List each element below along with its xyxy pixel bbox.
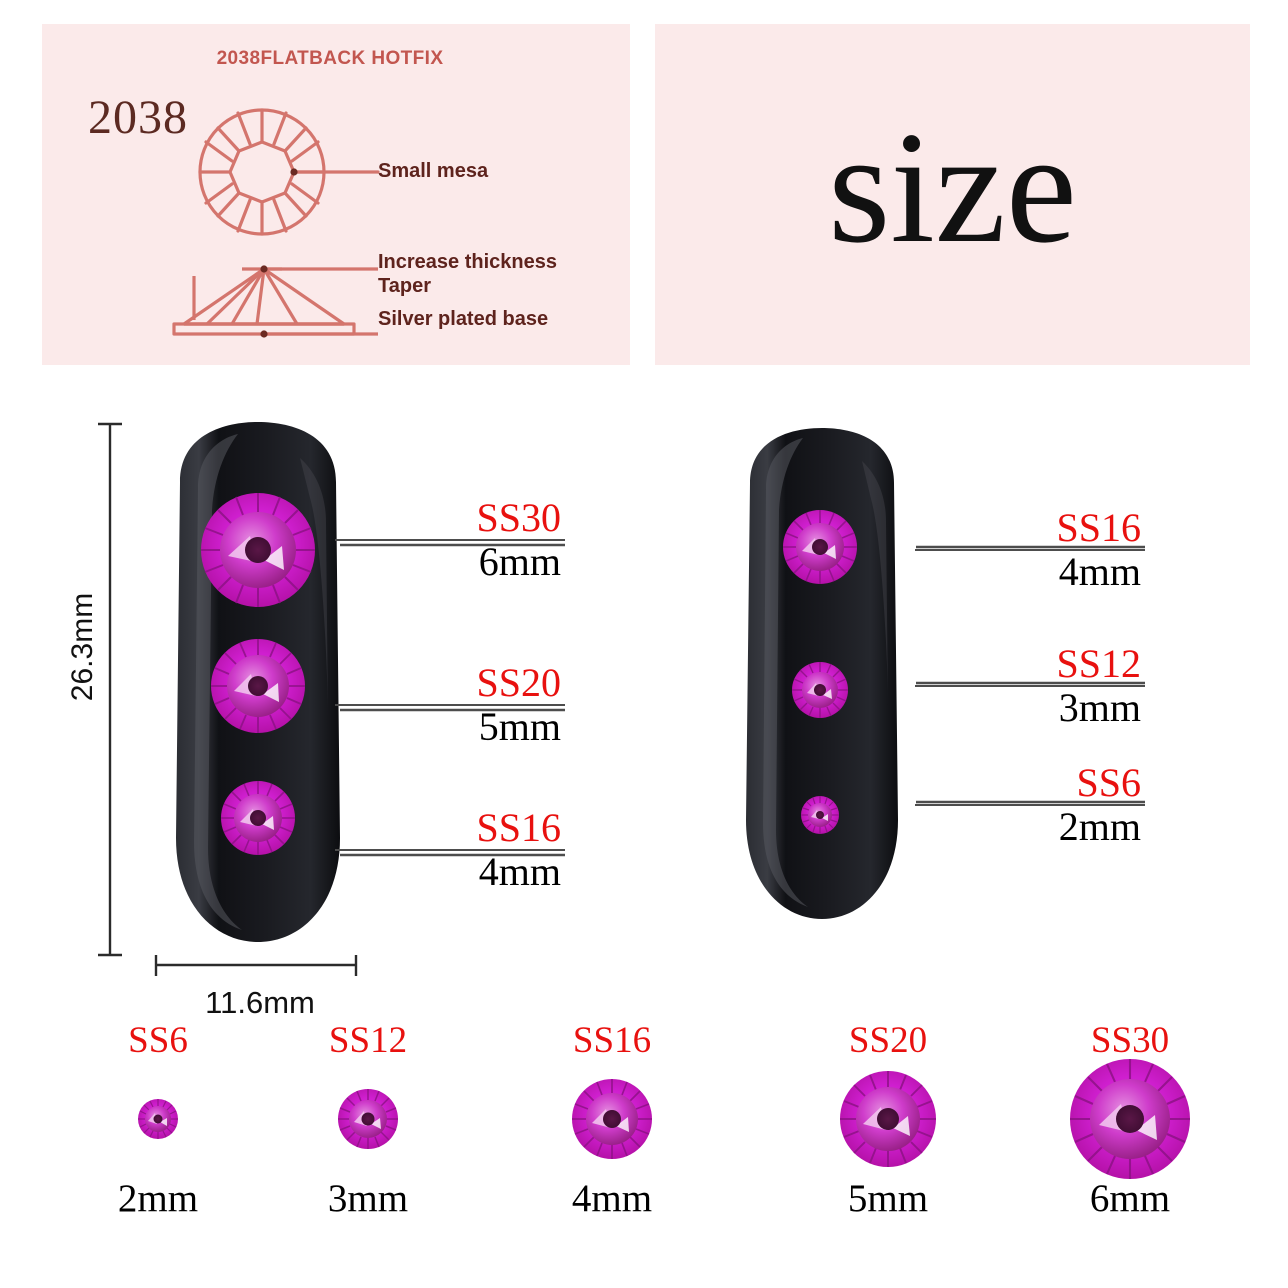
swatch-ss20: SS20 5mm — [798, 1022, 978, 1218]
gem-ss20-icon — [840, 1071, 936, 1167]
label-rule — [915, 685, 1145, 687]
size-label-ss16: SS16 4mm — [335, 808, 565, 893]
stone-taper-inner-lines — [192, 267, 299, 326]
swatch-ss-code: SS20 — [848, 1020, 928, 1061]
swatch-ss6: SS6 2mm — [68, 1022, 248, 1218]
nail-left-leader-lines — [340, 543, 565, 857]
swatch-gem — [522, 1059, 702, 1179]
nail-gem-ss16 — [221, 781, 295, 855]
leader-dot-base — [260, 330, 268, 338]
ss-code: SS12 — [1056, 641, 1142, 686]
label-rule — [915, 549, 1145, 551]
swatch-mm-value: 4mm — [571, 1177, 653, 1220]
product-code-2038: 2038 — [88, 91, 188, 144]
gem-ss6-icon — [138, 1099, 178, 1139]
callout-silver-plated-base: Silver plated base — [378, 308, 549, 330]
gem-core — [250, 810, 266, 826]
ss-code: SS16 — [476, 805, 562, 850]
swatch-ss16: SS16 4mm — [522, 1022, 702, 1218]
mm-value: 2mm — [1058, 804, 1141, 849]
swatch-mm-value: 5mm — [847, 1177, 929, 1220]
size-label-ss20: SS20 5mm — [335, 663, 565, 748]
size-word-title: size — [828, 97, 1077, 276]
gem-sparkle-2 — [263, 683, 279, 702]
swatch-gem — [1040, 1059, 1220, 1179]
nail-gem-ss30 — [201, 493, 315, 607]
label-rule — [915, 804, 1145, 806]
size-title-panel — [655, 24, 1250, 365]
gem-ss30-icon — [1070, 1059, 1190, 1179]
nail-gem-ss16 — [783, 510, 857, 584]
gem-sparkle-2 — [824, 545, 836, 559]
mm-value: 6mm — [478, 539, 561, 584]
nail-right-leader-lines — [916, 545, 1145, 804]
nail-sample-left — [176, 422, 340, 942]
label-rule — [335, 539, 565, 541]
swatch-ss12: SS12 3mm — [278, 1022, 458, 1218]
nail-height-label: 26.3mm — [66, 592, 99, 702]
swatch-ss-code: SS30 — [1090, 1020, 1170, 1061]
ss-code: SS6 — [1076, 760, 1142, 805]
callout-taper: Taper — [378, 275, 431, 297]
size-label-right-ss6: SS6 2mm — [915, 763, 1145, 848]
size-label-right-ss12: SS12 3mm — [915, 644, 1145, 729]
nail-left-dimension-lines — [98, 422, 358, 976]
ss-code: SS30 — [476, 495, 562, 540]
panel-header-title: 2038FLATBACK HOTFIX — [216, 48, 444, 69]
swatch-ss30: SS30 6mm — [1040, 1022, 1220, 1218]
swatch-ss-code: SS12 — [328, 1020, 408, 1061]
gem-core — [245, 537, 271, 563]
mm-value: 4mm — [478, 849, 561, 894]
swatch-gem — [68, 1059, 248, 1179]
mm-value: 3mm — [1058, 685, 1141, 730]
mm-value: 4mm — [1058, 549, 1141, 594]
gem-core — [816, 811, 824, 819]
gem-sparkle-2 — [823, 689, 832, 699]
callout-small-mesa: Small mesa — [378, 160, 489, 182]
label-rule — [335, 849, 565, 851]
size-label-right-ss16: SS16 4mm — [915, 508, 1145, 593]
gem-core — [248, 676, 268, 696]
nail-gem-ss12 — [792, 662, 848, 718]
gem-core — [814, 684, 826, 696]
swatch-ss-code: SS6 — [128, 1020, 188, 1061]
ss-code: SS16 — [1056, 505, 1142, 550]
nail-gem-ss20 — [211, 639, 305, 733]
gem-sparkle-2 — [264, 546, 284, 570]
swatch-gem — [278, 1059, 458, 1179]
nail-sample-right — [746, 428, 898, 919]
gem-sparkle-2 — [822, 814, 828, 821]
gem-core — [812, 539, 828, 555]
nail-gem-ss6 — [801, 796, 839, 834]
nail-highlight-right — [300, 458, 328, 718]
leader-dot-small-mesa — [290, 168, 298, 176]
swatch-gem — [798, 1059, 978, 1179]
swatch-ss-code: SS16 — [572, 1020, 652, 1061]
nail-width-label: 11.6mm — [205, 985, 315, 1020]
callout-increase-thickness: Increase thickness — [378, 251, 557, 273]
flatback-structure-diagram — [172, 108, 380, 338]
gem-ss12-icon — [338, 1089, 398, 1149]
gem-sparkle-2 — [262, 816, 274, 830]
swatch-mm-value: 3mm — [327, 1177, 409, 1220]
swatch-mm-value: 2mm — [117, 1177, 199, 1220]
ss-code: SS20 — [476, 660, 562, 705]
swatch-mm-value: 6mm — [1089, 1177, 1171, 1220]
nail-highlight-left — [763, 438, 808, 907]
size-label-ss30: SS30 6mm — [335, 498, 565, 583]
leader-dot-thickness — [260, 265, 268, 273]
structure-info-panel — [42, 24, 630, 365]
label-rule — [335, 704, 565, 706]
mm-value: 5mm — [478, 704, 561, 749]
gem-ss16-icon — [572, 1079, 652, 1159]
nail-highlight-right — [862, 461, 888, 705]
